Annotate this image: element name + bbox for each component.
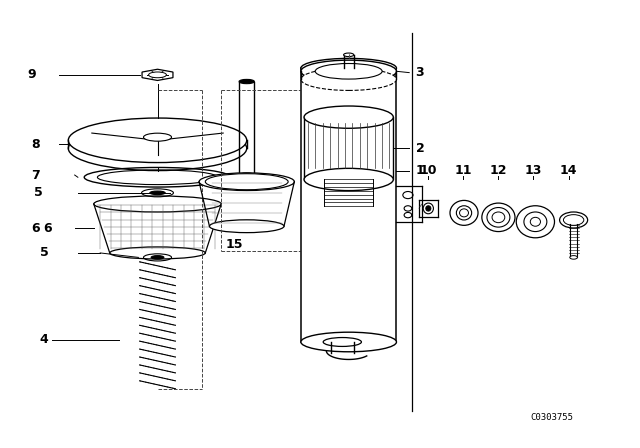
Ellipse shape (316, 64, 382, 79)
Ellipse shape (323, 337, 362, 346)
Ellipse shape (239, 173, 254, 177)
Ellipse shape (239, 79, 254, 84)
Text: 12: 12 (490, 164, 507, 177)
Ellipse shape (301, 332, 396, 352)
Text: 10: 10 (420, 164, 437, 177)
Ellipse shape (151, 256, 164, 259)
Ellipse shape (150, 191, 165, 194)
Ellipse shape (423, 203, 433, 214)
Text: 15: 15 (225, 237, 243, 250)
Ellipse shape (450, 200, 478, 225)
Ellipse shape (524, 212, 547, 232)
Ellipse shape (97, 170, 218, 185)
Ellipse shape (404, 212, 412, 218)
Text: C0303755: C0303755 (531, 413, 573, 422)
Ellipse shape (304, 106, 394, 128)
Text: 11: 11 (454, 164, 472, 177)
Ellipse shape (199, 173, 294, 190)
Ellipse shape (456, 206, 472, 220)
Text: 3: 3 (415, 66, 424, 79)
Ellipse shape (403, 191, 413, 198)
Ellipse shape (516, 206, 554, 238)
Ellipse shape (301, 68, 396, 90)
Ellipse shape (482, 203, 515, 232)
Ellipse shape (487, 207, 510, 227)
Text: 2: 2 (415, 142, 424, 155)
Text: 5: 5 (40, 246, 49, 259)
Ellipse shape (301, 60, 396, 82)
Ellipse shape (209, 220, 284, 233)
Text: 6: 6 (31, 222, 40, 235)
Text: 8: 8 (31, 138, 40, 151)
Ellipse shape (205, 174, 288, 190)
Text: 1: 1 (415, 164, 424, 177)
Ellipse shape (563, 215, 584, 225)
Ellipse shape (531, 217, 540, 226)
Text: 13: 13 (525, 164, 542, 177)
Polygon shape (142, 69, 173, 81)
Text: 9: 9 (28, 69, 36, 82)
Ellipse shape (148, 72, 166, 78)
Ellipse shape (68, 118, 246, 163)
Ellipse shape (344, 53, 354, 56)
Text: 7: 7 (31, 168, 40, 181)
Ellipse shape (143, 133, 172, 141)
Text: 6: 6 (43, 222, 51, 235)
Ellipse shape (301, 58, 396, 78)
Ellipse shape (559, 212, 588, 228)
Text: 5: 5 (34, 186, 43, 199)
Text: 14: 14 (560, 164, 577, 177)
Ellipse shape (570, 256, 577, 259)
Ellipse shape (492, 212, 505, 223)
Ellipse shape (404, 206, 412, 211)
Ellipse shape (304, 168, 394, 190)
Ellipse shape (426, 206, 431, 211)
Ellipse shape (460, 209, 468, 217)
Text: 4: 4 (40, 333, 49, 346)
